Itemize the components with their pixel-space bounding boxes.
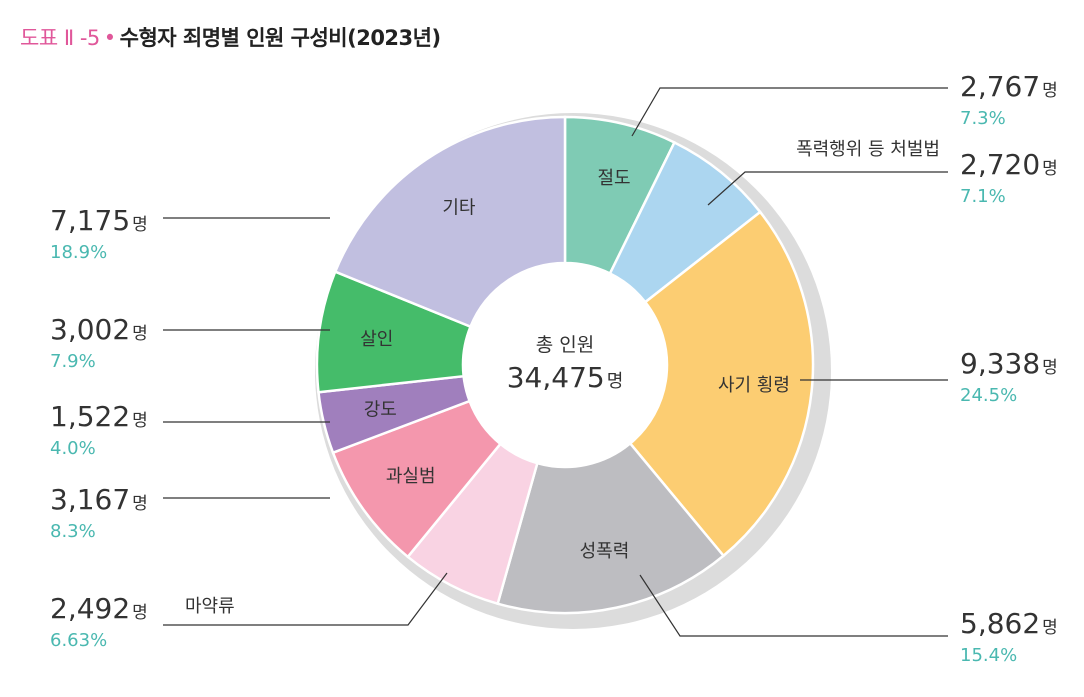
percent-label-3: 24.5% [960, 385, 1017, 406]
value-label-4: 5,862 명 [960, 607, 1058, 640]
percent-label-8: 7.9% [50, 351, 96, 372]
value-label-1: 2,767 명 [960, 70, 1058, 103]
title-text: 수형자 죄명별 인원 구성비(2023년) [119, 26, 441, 50]
callout-category-label-2: 폭력행위 등 처벌법 [796, 139, 940, 160]
percent-label-5: 6.63% [50, 630, 107, 651]
center-total-value: 34,475 명 [507, 361, 624, 394]
leader-line-4 [639, 574, 948, 637]
value-label-5: 2,492 명 [50, 592, 148, 625]
slice-label-1: 절도 [597, 168, 630, 189]
percent-label-2: 7.1% [960, 186, 1006, 207]
title-separator: • [103, 26, 116, 50]
value-label-8: 3,002 명 [50, 313, 148, 346]
percent-label-9: 18.9% [50, 242, 107, 263]
slice-label-4: 성폭력 [580, 541, 630, 562]
percent-label-7: 4.0% [50, 438, 96, 459]
callout-category-label-5: 마약류 [185, 596, 235, 617]
page-title: 도표 Ⅱ -5 • 수형자 죄명별 인원 구성비(2023년) [20, 22, 441, 52]
slice-label-3: 사기 횡령 [718, 375, 790, 396]
center-total-label: 총 인원 [536, 334, 594, 356]
leader-line-2 [707, 171, 948, 206]
slice-label-6: 과실범 [386, 466, 436, 487]
slice-label-9: 기타 [442, 197, 476, 218]
value-label-9: 7,175 명 [50, 204, 148, 237]
leader-line-1 [631, 87, 948, 137]
percent-label-6: 8.3% [50, 521, 96, 542]
value-label-3: 9,338 명 [960, 347, 1058, 380]
value-label-2: 2,720 명 [960, 148, 1058, 181]
value-label-6: 3,167 명 [50, 483, 148, 516]
leader-line-5 [163, 572, 448, 626]
slice-label-7: 강도 [364, 399, 397, 420]
value-label-7: 1,522 명 [50, 400, 148, 433]
slice-label-8: 살인 [360, 329, 393, 350]
figure-code: 도표 Ⅱ -5 [20, 26, 100, 50]
donut-hole [463, 263, 667, 467]
percent-label-4: 15.4% [960, 645, 1017, 666]
percent-label-1: 7.3% [960, 108, 1006, 129]
